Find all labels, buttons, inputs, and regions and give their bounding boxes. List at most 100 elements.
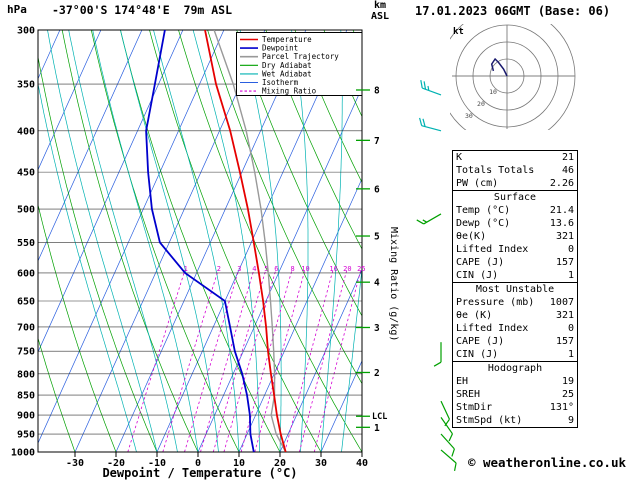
stat-label: Totals Totals — [456, 165, 535, 176]
temp-tick-label: -20 — [107, 458, 125, 469]
stat-value: 21.4 — [549, 205, 574, 216]
stat-value: 321 — [555, 231, 574, 242]
mixing-ratio-value-label: 4 — [252, 265, 256, 273]
legend-label: Mixing Ratio — [262, 87, 317, 96]
mixing-ratio-value-label: 20 — [343, 265, 351, 273]
hodograph-ring — [455, 24, 559, 128]
stats-row: SREH 25 — [453, 388, 577, 401]
stat-label: Pressure (mb) — [456, 297, 535, 308]
km-tick-label: 8 — [374, 85, 380, 96]
stat-value: 157 — [555, 336, 574, 347]
legend-label: Isotherm — [262, 78, 299, 87]
temp-tick-label: -30 — [66, 458, 84, 469]
copyright: © weatheronline.co.uk — [467, 455, 626, 470]
hodograph: 10 20 30 — [450, 24, 576, 130]
pressure-tick-label: 300 — [17, 26, 35, 37]
dry-adiabat-line — [38, 54, 158, 452]
stats-section: Surface Temp (°C) 21.4 Dewp (°C) 13.6 θe(K) 32… — [452, 191, 578, 283]
temp-tick-label: 0 — [195, 458, 201, 469]
stat-label: CAPE (J) — [456, 257, 505, 268]
stat-label: Lifted Index — [456, 244, 529, 255]
legend-label: Parcel Trajectory — [262, 52, 339, 61]
pressure-tick-label: 800 — [17, 369, 35, 380]
isotherm-line — [115, 30, 307, 452]
isotherm-line — [38, 30, 102, 171]
stat-label: PW (cm) — [456, 178, 499, 189]
stats-row: Lifted Index 0 — [453, 243, 577, 256]
mixing-ratio-value-label: 1 — [184, 265, 188, 273]
stats-section: Most Unstable Pressure (mb) 1007 θe (K) 321 L… — [452, 283, 578, 362]
km-tick-label: 1 — [374, 423, 380, 434]
stat-value: 1 — [567, 270, 574, 281]
dry-adiabat-line — [38, 337, 76, 452]
hodograph-trace — [490, 57, 508, 77]
stat-label: EH — [456, 376, 469, 387]
stat-label: Dewp (°C) — [456, 218, 511, 229]
stat-value: 0 — [567, 244, 574, 255]
isotherm-line — [238, 177, 362, 452]
stat-value: 1 — [567, 349, 574, 360]
plot-border — [37, 29, 363, 453]
isotherm-line — [38, 30, 225, 444]
lcl-label: LCL — [372, 412, 387, 422]
isotherm-line — [156, 30, 348, 452]
isotherm-line — [279, 268, 362, 452]
mixing-ratio-line — [240, 269, 293, 452]
stat-value: 131° — [549, 402, 574, 413]
isotherm-line — [320, 360, 362, 452]
stats-row: Dewp (°C) 13.6 — [453, 217, 577, 230]
stat-label: Temp (°C) — [456, 205, 511, 216]
stat-value: 19 — [561, 376, 574, 387]
stat-value: 21 — [561, 152, 574, 163]
km-label: km — [373, 0, 387, 11]
mixing-ratio-value-label: 10 — [301, 265, 309, 273]
datetime-label: 17.01.2023 06GMT (Base: 06) — [415, 4, 611, 18]
pressure-tick-label: 950 — [17, 430, 35, 441]
temp-tick-label: 20 — [274, 458, 286, 469]
stats-row: θe (K) 321 — [453, 309, 577, 322]
stats-section-header: Hodograph — [487, 363, 543, 374]
dry-adiabat-line — [265, 30, 362, 250]
temp-tick-label: 10 — [233, 458, 245, 469]
stats-row: Pressure (mb) 1007 — [453, 296, 577, 309]
stat-value: 46 — [561, 165, 574, 176]
hodograph-ring — [489, 58, 525, 94]
stat-label: StmDir — [456, 402, 493, 413]
temp-tick-label: 40 — [356, 458, 368, 469]
legend-label: Dry Adiabat — [262, 61, 312, 70]
stat-value: 2.26 — [549, 178, 574, 189]
stat-label: StmSpd (kt) — [456, 415, 523, 426]
mixing-ratio-axis-title: Mixing Ratio (g/kg) — [388, 227, 399, 342]
pressure-tick-label: 450 — [17, 168, 35, 179]
stat-label: CAPE (J) — [456, 336, 505, 347]
km-tick-label: 4 — [374, 278, 380, 289]
isotherm-line — [74, 30, 266, 452]
hodograph-ring-label: 20 — [477, 100, 485, 108]
wet-adiabat-line — [68, 30, 178, 452]
stats-row: CAPE (J) 157 — [453, 335, 577, 348]
x-axis-title: Dewpoint / Temperature (°C) — [102, 466, 298, 480]
temp-tick-label: -10 — [148, 458, 166, 469]
km-tick-label: 6 — [374, 184, 380, 195]
wet-adiabat-line — [47, 30, 158, 452]
stats-section: Hodograph EH 19 SREH 25 StmDir 131° StmSpd (kt)… — [452, 362, 578, 428]
stats-row: Temp (°C) 21.4 — [453, 204, 577, 217]
asl-label: ASL — [370, 10, 390, 22]
pressure-tick-label: 850 — [17, 391, 35, 402]
hodograph-unit-label: kt — [453, 27, 464, 37]
mixing-ratio-value-label: 8 — [290, 265, 294, 273]
stat-label: θe (K) — [456, 310, 493, 321]
mixing-ratio-value-label: 2 — [217, 265, 221, 273]
temp-tick-label: 30 — [315, 458, 327, 469]
hodograph-ring-label: 30 — [465, 112, 473, 120]
mixing-ratio-line — [313, 269, 362, 452]
stats-row: K 21 — [453, 151, 577, 164]
dewpoint-curve — [145, 30, 255, 452]
stat-value: 25 — [561, 389, 574, 400]
pressure-tick-label: 600 — [17, 268, 35, 279]
stats-row: Totals Totals 46 — [453, 164, 577, 177]
stats-section-header: Most Unstable — [475, 284, 555, 295]
pressure-tick-label: 700 — [17, 322, 35, 333]
pressure-axis-unit: hPa — [7, 3, 27, 16]
legend-label: Dewpoint — [262, 44, 298, 53]
